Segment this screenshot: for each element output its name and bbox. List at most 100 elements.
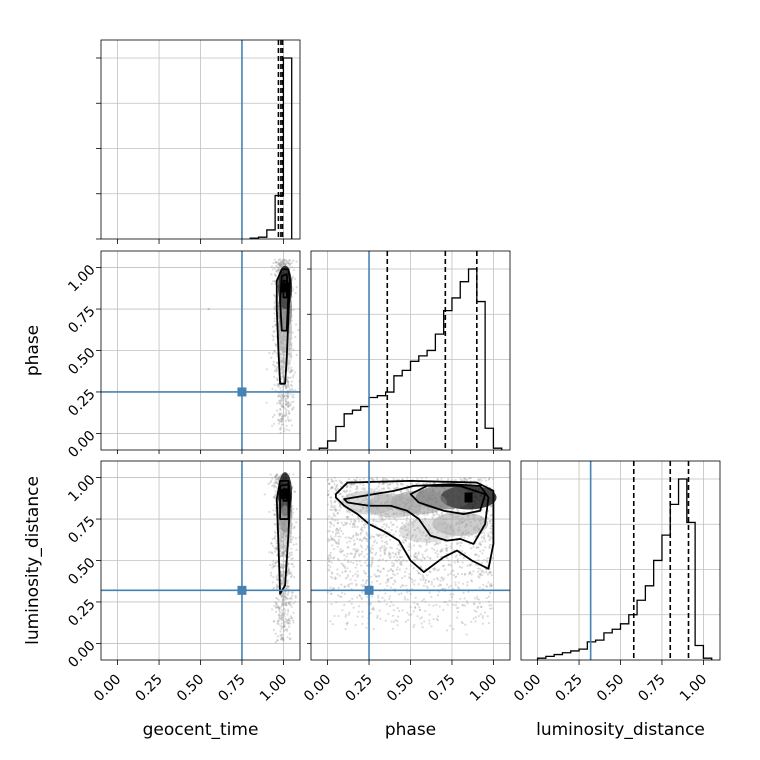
sample-point <box>279 331 282 335</box>
sample-point <box>277 619 280 622</box>
sample-point <box>379 554 382 557</box>
sample-point <box>273 503 276 506</box>
sample-point <box>456 515 460 518</box>
sample-point <box>436 542 439 545</box>
sample-point <box>335 531 338 534</box>
sample-point <box>279 334 282 337</box>
sample-point <box>390 528 393 532</box>
sample-point <box>349 560 353 564</box>
sample-point <box>413 623 416 627</box>
sample-point <box>343 592 346 595</box>
sample-point <box>275 603 278 607</box>
sample-point <box>399 556 402 559</box>
sample-point <box>335 485 338 489</box>
sample-point <box>290 342 293 345</box>
sample-point <box>479 574 482 577</box>
sample-point <box>329 556 333 559</box>
sample-point <box>488 570 491 574</box>
sample-point <box>286 402 289 406</box>
sample-point <box>480 518 483 521</box>
sample-point <box>474 553 478 556</box>
sample-point <box>274 481 277 484</box>
sample-point <box>396 526 399 529</box>
sample-point <box>379 582 382 586</box>
sample-point <box>344 615 347 618</box>
histogram-bar <box>596 640 604 660</box>
sample-point <box>328 569 331 572</box>
sample-point <box>281 369 284 372</box>
sample-point <box>283 384 286 387</box>
sample-point <box>287 401 290 404</box>
sample-point <box>391 508 394 512</box>
sample-point <box>287 617 291 620</box>
sample-point <box>327 568 330 571</box>
sample-point <box>433 525 436 528</box>
sample-point <box>327 563 330 567</box>
sample-point <box>331 623 334 626</box>
sample-point <box>356 487 359 490</box>
sample-point <box>346 495 349 498</box>
sample-point <box>287 376 290 379</box>
sample-point <box>292 400 295 403</box>
sample-point <box>459 544 462 547</box>
sample-point <box>290 527 293 530</box>
sample-point <box>290 355 293 358</box>
sample-point <box>282 592 285 596</box>
sample-point <box>285 412 288 415</box>
sample-point <box>278 336 281 339</box>
sample-point <box>488 584 492 587</box>
sample-point <box>447 559 450 562</box>
sample-point <box>381 482 385 485</box>
sample-point <box>364 507 368 510</box>
sample-point <box>287 590 291 593</box>
sample-point <box>275 477 279 481</box>
sample-point <box>275 560 278 563</box>
sample-point <box>415 482 418 486</box>
sample-point <box>280 551 284 554</box>
sample-point <box>419 558 422 561</box>
sample-point <box>289 600 292 604</box>
sample-point <box>351 525 354 529</box>
sample-point <box>424 578 428 581</box>
sample-point <box>277 606 281 610</box>
sample-point <box>463 519 467 522</box>
sample-point <box>278 263 281 266</box>
sample-point <box>286 568 289 571</box>
sample-point <box>350 483 353 486</box>
sample-point <box>385 603 388 606</box>
sample-point <box>472 570 475 573</box>
x-axis-label-phase: phase <box>385 720 436 740</box>
histogram-phase <box>311 251 510 450</box>
sample-point <box>336 512 339 515</box>
sample-point <box>283 607 286 611</box>
x-axis-label-geocent_time: geocent_time <box>143 720 259 740</box>
sample-point <box>270 480 273 483</box>
sample-point <box>290 401 293 404</box>
sample-point <box>280 575 283 578</box>
sample-point <box>430 595 433 599</box>
sample-point <box>284 550 287 553</box>
sample-point <box>281 376 284 379</box>
sample-point <box>476 606 479 609</box>
sample-point <box>439 516 442 519</box>
sample-point <box>281 335 284 338</box>
sample-point <box>394 580 397 583</box>
histogram-bar <box>670 504 678 660</box>
sample-point <box>327 493 330 496</box>
sample-point <box>283 338 286 341</box>
sample-point <box>355 534 358 537</box>
sample-point <box>408 542 411 546</box>
x-tick-label: 0.75 <box>635 672 668 705</box>
sample-point <box>445 549 448 552</box>
sample-point <box>288 348 291 351</box>
sample-point <box>288 619 291 622</box>
sample-point <box>429 557 432 560</box>
sample-point <box>365 531 368 534</box>
sample-point <box>370 575 373 578</box>
sample-point <box>294 277 297 280</box>
sample-point <box>351 597 354 600</box>
sample-point <box>389 506 392 509</box>
sample-point <box>441 548 444 551</box>
sample-point <box>466 581 469 584</box>
sample-point <box>412 625 415 629</box>
